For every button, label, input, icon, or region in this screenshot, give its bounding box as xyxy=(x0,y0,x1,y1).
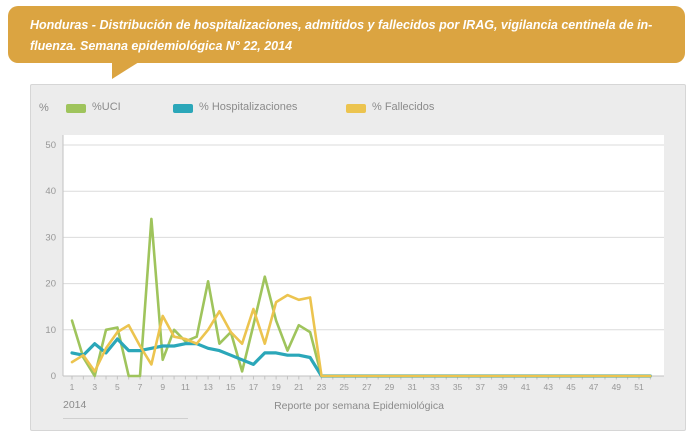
y-tick-label-30: 30 xyxy=(45,232,56,243)
x-tick-label-15: 15 xyxy=(226,382,236,392)
chart-legend: % %UCI % Hospitalizaciones % Fallecidos xyxy=(31,99,685,119)
x-tick-label-39: 39 xyxy=(498,382,508,392)
x-tick-label-13: 13 xyxy=(203,382,213,392)
x-tick-label-1: 1 xyxy=(70,382,75,392)
x-tick-label-41: 41 xyxy=(521,382,531,392)
x-tick-label-29: 29 xyxy=(385,382,395,392)
banner-title-line2: fluenza. Semana epidemiológica N° 22, 20… xyxy=(30,39,293,53)
x-tick-label-3: 3 xyxy=(92,382,97,392)
y-tick-label-50: 50 xyxy=(45,140,56,151)
y-tick-label-0: 0 xyxy=(51,371,56,382)
fallecidos-swatch-icon xyxy=(346,104,366,113)
x-tick-label-47: 47 xyxy=(589,382,599,392)
uci-swatch-icon xyxy=(66,104,86,113)
x-tick-label-33: 33 xyxy=(430,382,440,392)
x-tick-label-5: 5 xyxy=(115,382,120,392)
banner-tail xyxy=(112,62,139,79)
legend-label-uci: %UCI xyxy=(92,101,121,113)
x-tick-label-23: 23 xyxy=(317,382,327,392)
x-tick-label-11: 11 xyxy=(181,382,190,392)
x-tick-label-17: 17 xyxy=(249,382,259,392)
x-tick-label-25: 25 xyxy=(339,382,349,392)
x-tick-label-35: 35 xyxy=(453,382,463,392)
y-tick-label-40: 40 xyxy=(45,186,56,197)
y-axis-unit-label: % xyxy=(39,102,49,114)
x-tick-label-37: 37 xyxy=(476,382,486,392)
hospitalizaciones-swatch-icon xyxy=(173,104,193,113)
x-tick-label-9: 9 xyxy=(160,382,165,392)
x-tick-label-19: 19 xyxy=(271,382,281,392)
x-tick-label-31: 31 xyxy=(407,382,417,392)
x-tick-label-27: 27 xyxy=(362,382,372,392)
chart-card: % %UCI % Hospitalizaciones % Fallecidos … xyxy=(30,84,686,431)
x-tick-labels: 1 3 5 7 9 11 13 15 17 19 21 23 25 27 29 31 33 35 37 39 41 43 4… xyxy=(70,382,644,392)
y-tick-label-10: 10 xyxy=(45,325,56,336)
x-tick-label-45: 45 xyxy=(566,382,576,392)
plot-area xyxy=(63,135,664,376)
banner-title-line1: Honduras - Distribución de hospitalizaci… xyxy=(30,18,653,32)
title-banner: Honduras - Distribución de hospitalizaci… xyxy=(8,6,685,63)
legend-label-fallecidos: % Fallecidos xyxy=(372,101,435,113)
x-axis-year-label: 2014 xyxy=(63,399,87,411)
year-axis-rule xyxy=(63,418,188,419)
x-tick-label-51: 51 xyxy=(634,382,644,392)
x-tick-label-43: 43 xyxy=(544,382,554,392)
y-tick-labels: 0 10 20 30 40 50 xyxy=(45,140,56,382)
legend-label-hospitalizaciones: % Hospitalizaciones xyxy=(199,101,298,113)
x-tick-label-49: 49 xyxy=(612,382,622,392)
x-axis-title: Reporte por semana Epidemiológica xyxy=(274,400,444,412)
x-tick-label-7: 7 xyxy=(138,382,143,392)
y-tick-label-20: 20 xyxy=(45,279,56,290)
series-line-fallecidos xyxy=(70,293,652,378)
x-tick-label-21: 21 xyxy=(294,382,304,392)
